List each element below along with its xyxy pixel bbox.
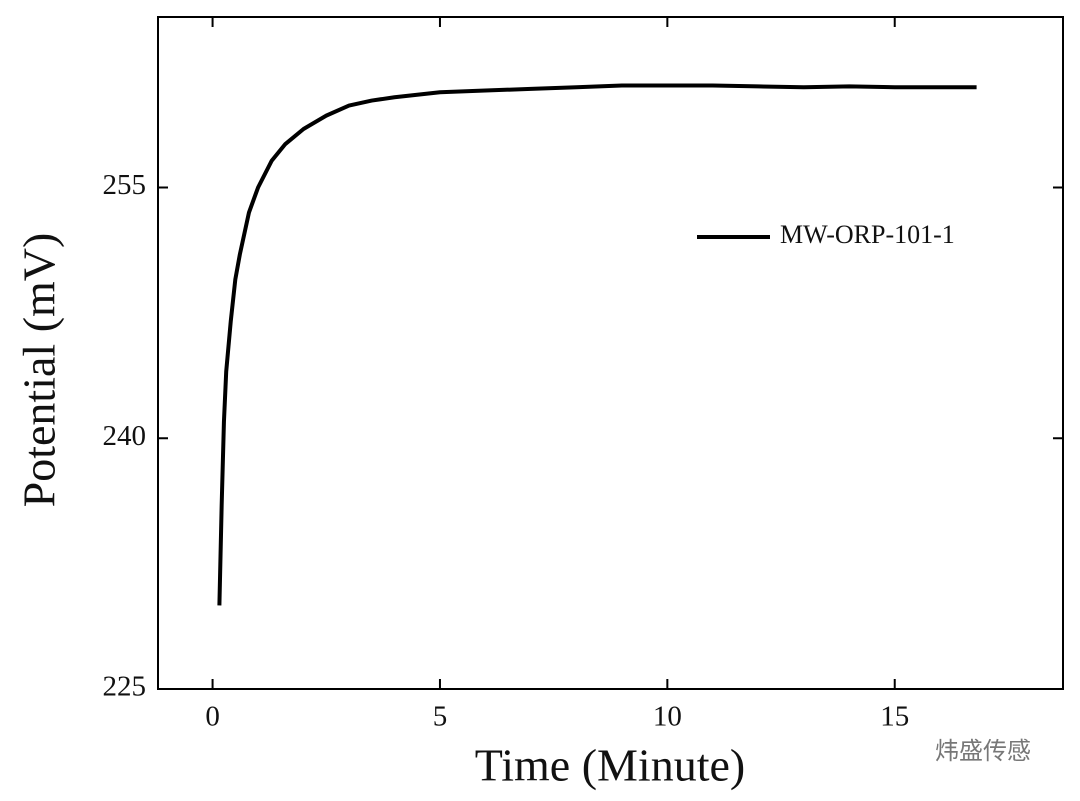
plot-frame [157, 16, 1064, 690]
legend-label: MW-ORP-101-1 [780, 220, 955, 249]
x-tick-label: 5 [433, 701, 448, 733]
line-series [217, 83, 977, 606]
x-tick-label: 10 [653, 701, 682, 733]
x-tick-label: 15 [880, 701, 909, 733]
y-tick-label: 225 [103, 671, 147, 703]
x-tick-label: 0 [205, 701, 220, 733]
y-tick-label: 255 [103, 169, 147, 201]
y-axis-title: Potential (mV) [14, 233, 65, 508]
y-tick-label: 240 [103, 420, 147, 452]
watermark: 炜盛传感 [935, 737, 1031, 765]
x-axis-title: Time (Minute) [475, 740, 745, 791]
